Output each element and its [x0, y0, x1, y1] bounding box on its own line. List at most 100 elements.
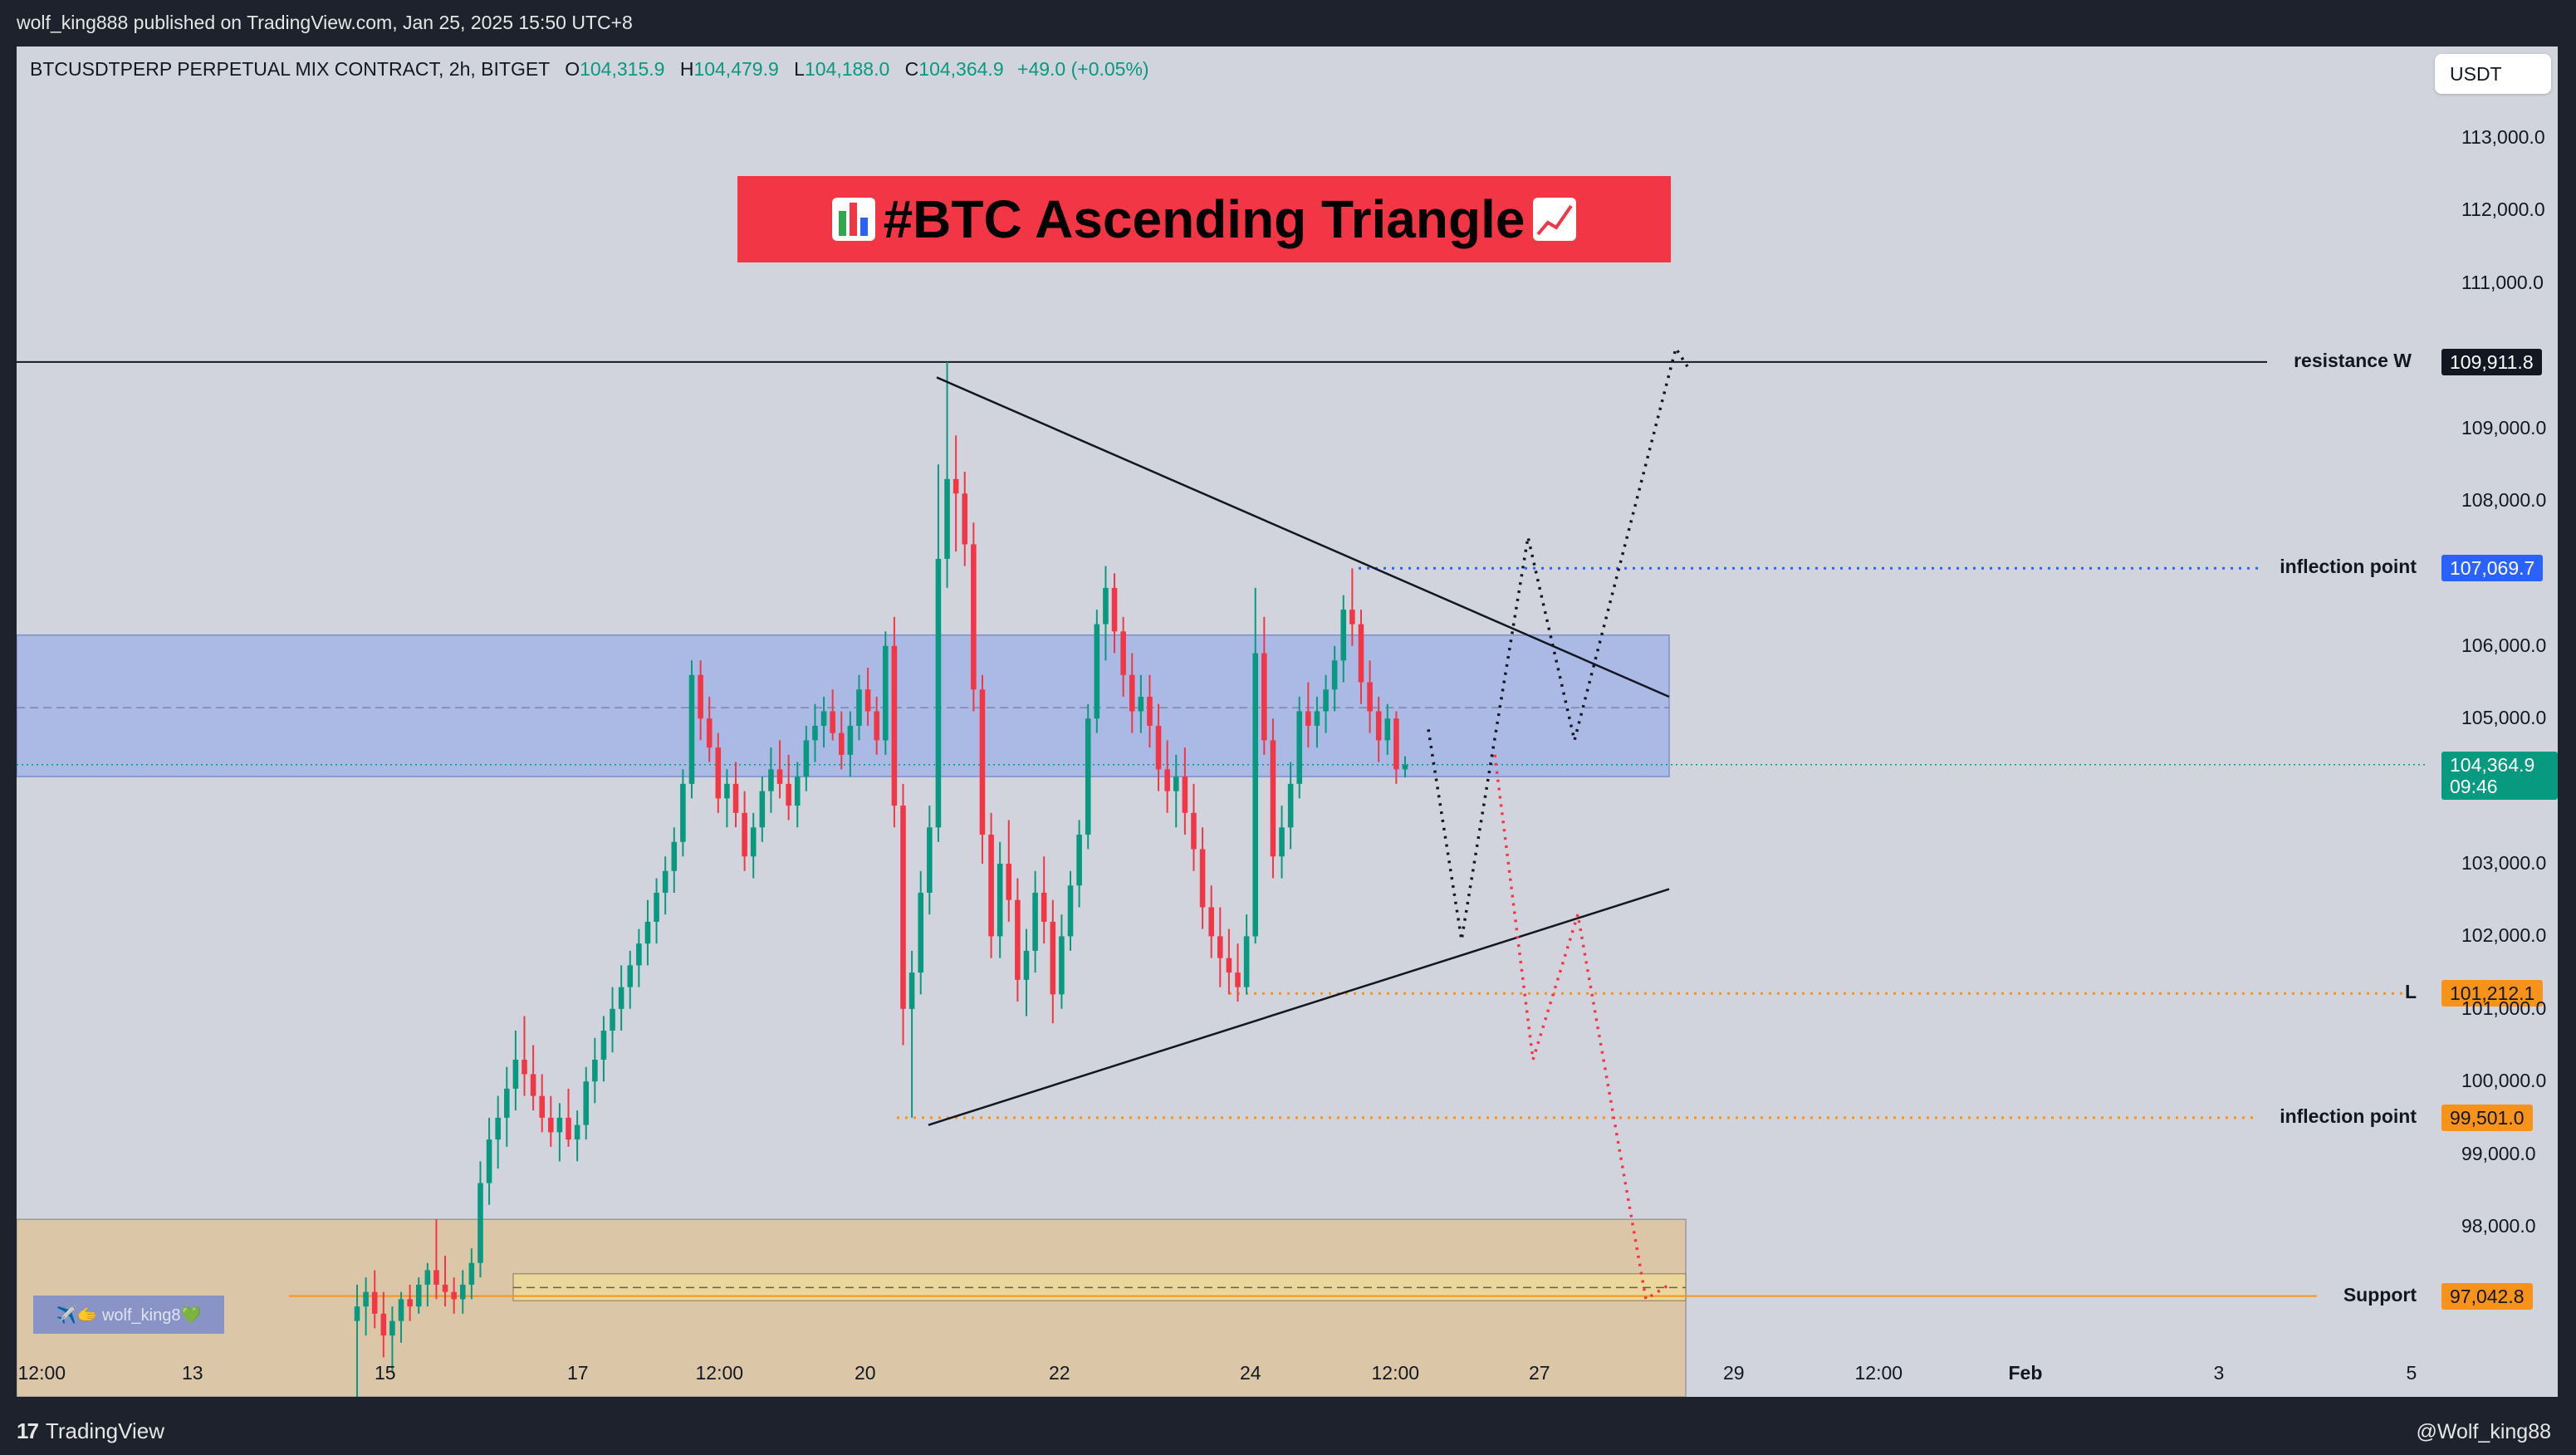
candle-body: [1191, 812, 1197, 850]
currency-button[interactable]: USDT: [2435, 54, 2551, 94]
candle-body: [759, 791, 766, 828]
candle-body: [1402, 764, 1408, 770]
candle: [1270, 718, 1276, 879]
candle-body: [468, 1262, 475, 1285]
candle-body: [442, 1284, 448, 1292]
candle-body: [830, 711, 835, 733]
candle-body: [1164, 769, 1170, 791]
candle: [1164, 740, 1170, 813]
candle-body: [847, 725, 854, 755]
candle: [874, 696, 879, 755]
candle-body: [918, 892, 924, 973]
candle-body: [1217, 936, 1223, 958]
candle-body: [979, 689, 986, 835]
candle-body: [971, 544, 977, 690]
high-value: 104,479.9: [693, 58, 779, 80]
candle-body: [1208, 907, 1214, 937]
x-axis-tick: 12:00: [17, 1362, 66, 1384]
candle: [1173, 754, 1179, 828]
candle-body: [1006, 864, 1012, 900]
candle-body: [1296, 711, 1303, 784]
open-key: O: [565, 58, 580, 80]
candle-body: [732, 783, 739, 813]
candle: [1191, 783, 1197, 871]
levels-layer: [17, 360, 2425, 1297]
y-axis-tick: 99,000.0: [2461, 1142, 2536, 1164]
candle: [407, 1284, 413, 1321]
candle: [1287, 762, 1294, 850]
candle-body: [1129, 674, 1135, 712]
candle: [706, 696, 713, 762]
candle: [838, 711, 845, 770]
candle: [1314, 696, 1320, 748]
y-axis-tick: 106,000.0: [2461, 634, 2547, 656]
candle-body: [503, 1088, 510, 1118]
candle-body: [477, 1183, 483, 1263]
symbol-name[interactable]: BTCUSDTPERP PERPETUAL MIX CONTRACT, 2h, …: [30, 58, 550, 80]
x-axis-tick: 22: [1049, 1362, 1070, 1384]
y-axis-tick: 109,000.0: [2461, 416, 2547, 438]
candle-body: [636, 943, 642, 966]
x-axis-tick: 29: [1723, 1362, 1745, 1384]
candle-body: [812, 725, 818, 741]
candle-body: [486, 1139, 492, 1183]
x-axis-tick: 13: [182, 1362, 203, 1384]
chart-area[interactable]: BTCUSDTPERP PERPETUAL MIX CONTRACT, 2h, …: [17, 47, 2558, 1397]
candle-body: [1050, 921, 1056, 995]
symbol-legend[interactable]: BTCUSDTPERP PERPETUAL MIX CONTRACT, 2h, …: [30, 58, 1149, 81]
chart-canvas[interactable]: [17, 47, 2558, 1397]
candle: [654, 878, 659, 944]
candle: [935, 464, 942, 842]
low-value: 104,188.0: [804, 58, 890, 80]
candle: [486, 1117, 492, 1205]
bullish-projection: [1427, 345, 1689, 941]
candle-body: [371, 1291, 378, 1314]
candle: [680, 769, 686, 857]
candle: [864, 668, 871, 726]
candle-body: [908, 972, 915, 1009]
candle-body: [1059, 936, 1065, 995]
y-axis-tick: 108,000.0: [2461, 489, 2547, 511]
candles-layer: [354, 361, 1408, 1397]
candle: [1331, 645, 1338, 712]
candle: [1147, 674, 1153, 748]
bearish-projection: [1493, 754, 1670, 1302]
candle: [1261, 616, 1267, 755]
candle: [477, 1161, 483, 1278]
x-axis-tick: 24: [1240, 1362, 1261, 1384]
candle-body: [627, 965, 634, 987]
candle: [618, 965, 624, 1031]
candle: [644, 899, 651, 966]
candle: [908, 950, 915, 1118]
candle: [918, 870, 924, 995]
candle-body: [1173, 776, 1179, 791]
candle-body: [1235, 972, 1241, 987]
candle: [1323, 674, 1329, 733]
candle: [592, 1037, 598, 1104]
candle-body: [644, 921, 651, 944]
author-handle[interactable]: @Wolf_king88: [2416, 1420, 2552, 1443]
triangle-upper-line: [936, 376, 1670, 698]
candle-body: [776, 769, 783, 784]
price-badge: 99,501.0: [2441, 1104, 2533, 1131]
tradingview-logo[interactable]: 17 TradingView: [17, 1417, 164, 1445]
price-badge: 109,911.8: [2441, 348, 2542, 375]
candle-body: [768, 769, 774, 791]
y-axis-tick: 103,000.0: [2461, 852, 2547, 874]
candle: [433, 1219, 439, 1300]
candle: [979, 674, 986, 864]
candle: [610, 987, 615, 1053]
candle: [671, 827, 678, 893]
price-badge: 97,042.8: [2441, 1282, 2533, 1310]
price-badge: 101,212.1: [2441, 980, 2544, 1007]
candle: [830, 689, 835, 741]
candle-body: [415, 1284, 422, 1307]
candle-body: [354, 1306, 360, 1321]
candle: [442, 1255, 448, 1307]
candle-body: [1358, 624, 1364, 683]
candle-body: [1349, 610, 1355, 625]
candle: [1023, 928, 1030, 1017]
candle-body: [1287, 783, 1294, 828]
candle-body: [883, 645, 889, 741]
candle: [1155, 703, 1162, 791]
